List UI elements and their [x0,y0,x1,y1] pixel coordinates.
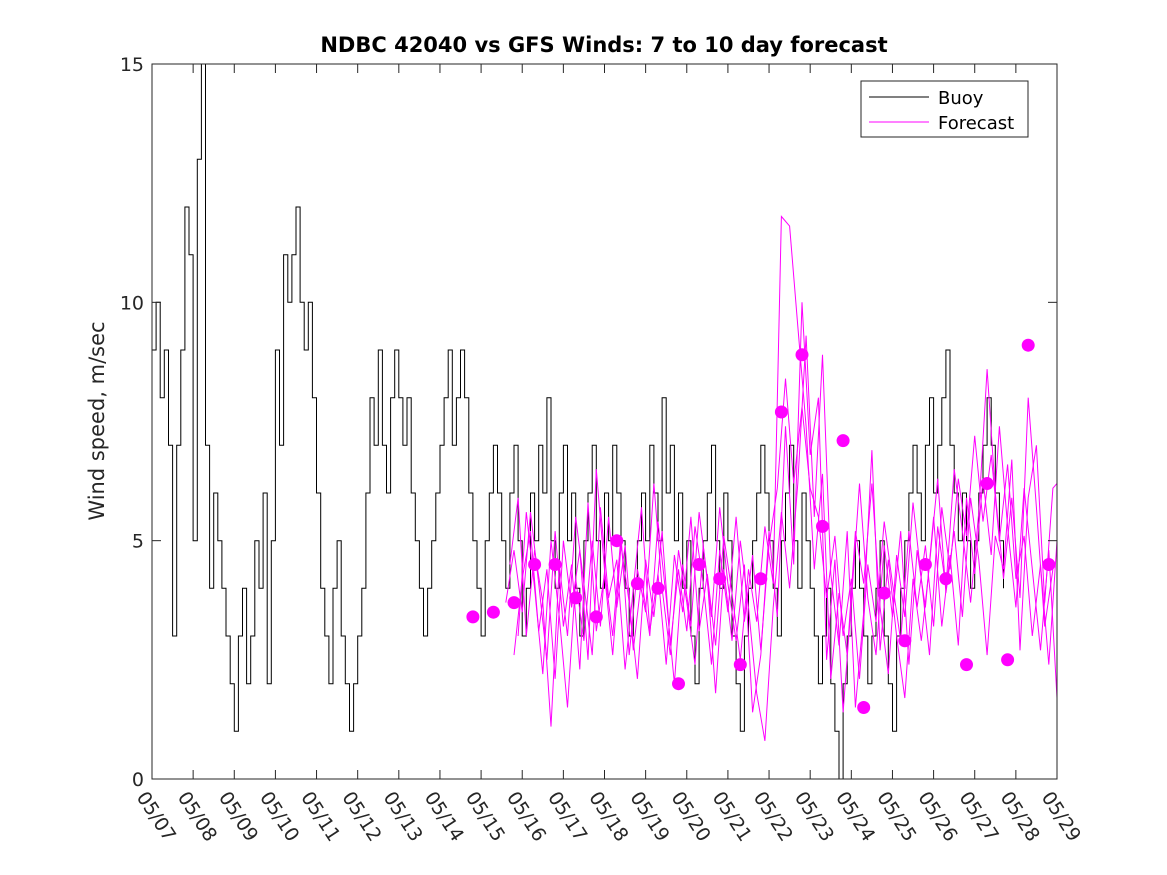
legend: Buoy Forecast [860,80,1029,138]
forecast-point [692,558,706,571]
forecast-point [630,577,644,591]
forecast-point [898,634,912,648]
forecast-point [486,605,500,619]
y-tick-label: 0 [132,769,144,791]
forecast-point [466,610,480,624]
y-axis-label: Wind speed, m/sec [85,321,109,520]
forecast-point [795,348,809,362]
legend-box [860,80,1029,138]
plot-frame [151,63,1058,780]
forecast-point [569,591,583,605]
forecast-point [877,586,891,600]
series-line-forecast-3 [517,335,1057,741]
forecast-point [774,405,788,419]
forecast-point [754,572,768,586]
forecast-point [816,519,829,533]
chart-title: NDBC 42040 vs GFS Winds: 7 to 10 day for… [320,33,887,57]
forecast-point [939,572,953,586]
y-tick-label: 15 [120,54,144,76]
forecast-point [651,581,665,595]
forecast-point [1042,558,1056,571]
forecast-point [980,477,994,490]
y-tick-label: 5 [132,531,144,553]
forecast-point [610,534,624,548]
forecast-point [857,701,871,714]
forecast-point [1021,338,1035,352]
forecast-point [836,434,850,448]
legend-label-forecast: Forecast [938,113,1014,134]
plot-area [152,64,1057,779]
series-line-forecast-1 [509,215,1054,727]
forecast-point [672,677,685,691]
legend-label-buoy: Buoy [938,88,984,109]
series-line-buoy [152,64,1004,779]
forecast-point [1001,653,1015,667]
forecast-point [528,558,542,571]
y-tick-label: 10 [120,292,144,314]
forecast-point [733,658,747,672]
forecast-point [548,558,562,571]
forecast-point [507,596,521,610]
forecast-point [589,610,603,624]
forecast-point [918,558,932,571]
forecast-point [713,572,727,586]
forecast-point [960,658,973,672]
series-layer [152,64,1057,779]
